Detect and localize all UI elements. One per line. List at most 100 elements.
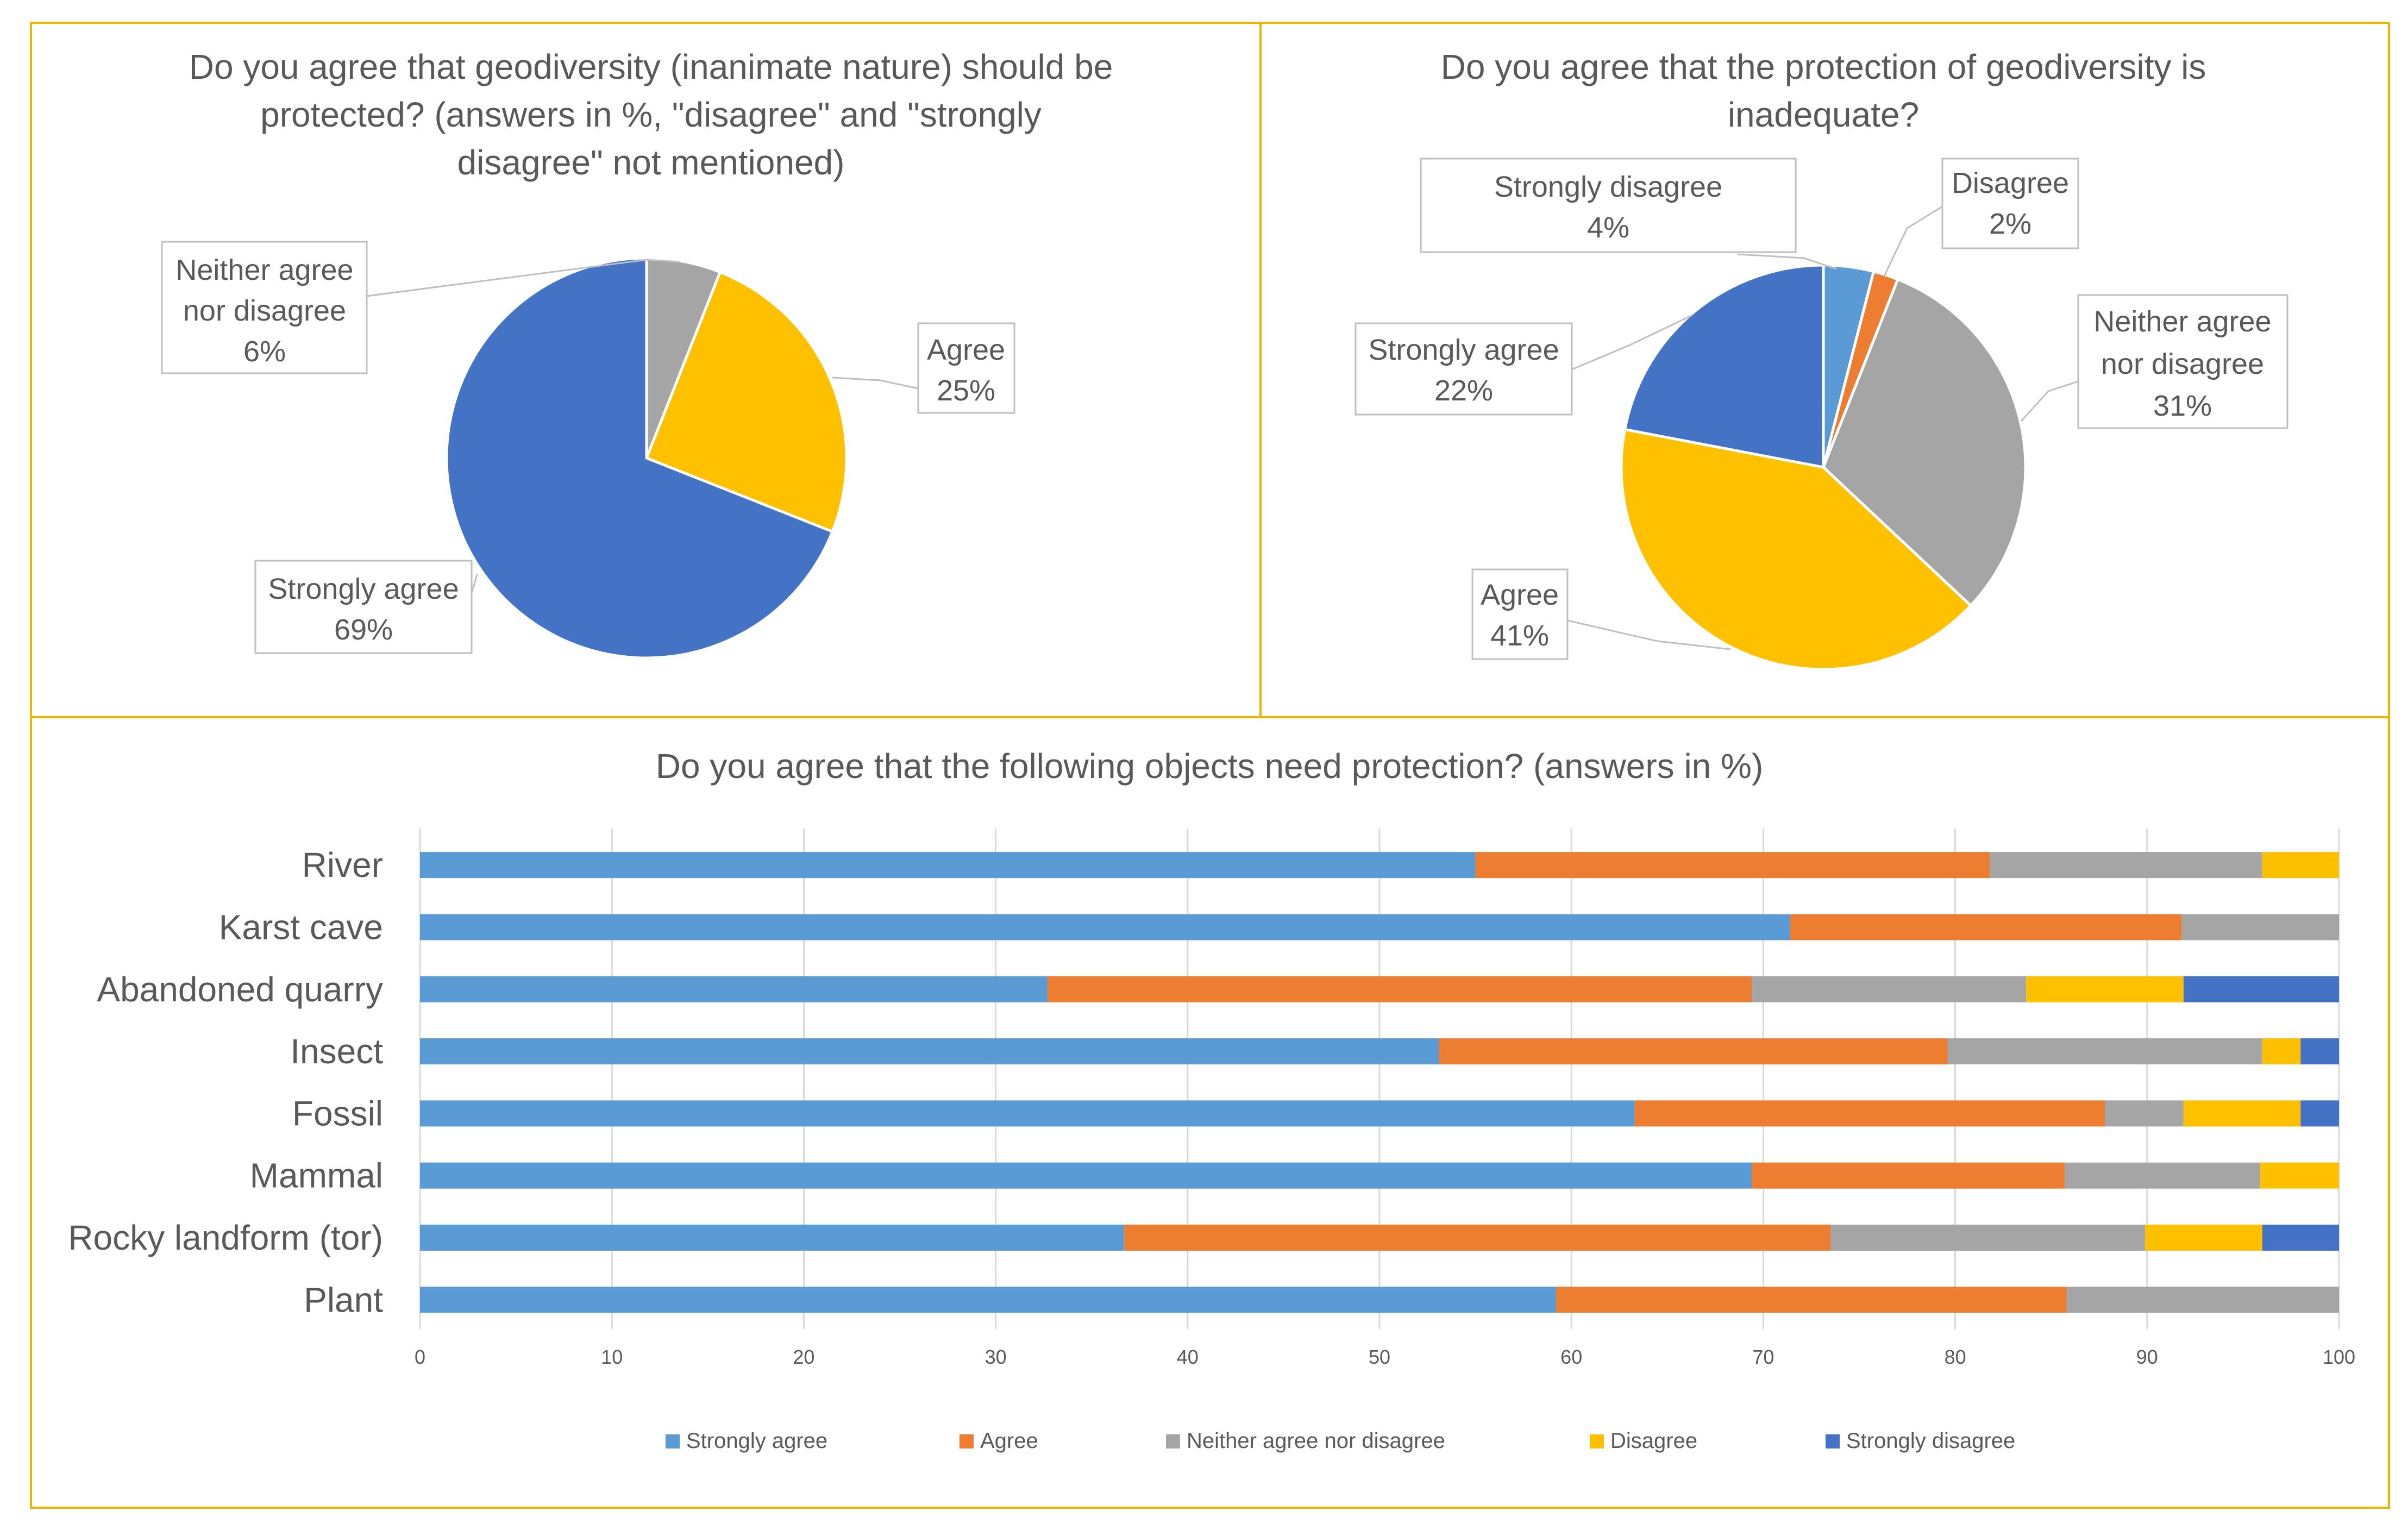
pie1-title-line-3: disagree" not mentioned) bbox=[457, 143, 845, 182]
pie1-label-agree-value: 25% bbox=[937, 374, 995, 407]
pie-chart-geodiversity-protection: Do you agree that geodiversity (inanimat… bbox=[161, 47, 1113, 660]
pie2-labels: Strongly disagree 4% Disagree 2% Neither… bbox=[1354, 158, 2288, 660]
pie2-slice-agree bbox=[1620, 428, 1973, 671]
panel-frames bbox=[30, 22, 2390, 1509]
bar-segment-insect-strongly-disagree bbox=[2300, 1038, 2339, 1065]
bar-segment-insect-disagree bbox=[2262, 1038, 2301, 1065]
bar-x-tick-70: 70 bbox=[1752, 1346, 1774, 1368]
bar-category-insect: Insect bbox=[290, 1032, 383, 1071]
bar-category-river: River bbox=[302, 845, 383, 885]
pie2-label-strongly-disagree-value: 4% bbox=[1587, 211, 1629, 244]
bar-segment-karst-cave-neither-agree-nor-disagree bbox=[2181, 914, 2339, 940]
pie1-label-box-strongly-agree bbox=[254, 560, 473, 654]
bar-category-labels: River Karst cave Abandoned quarry Insect Fos… bbox=[68, 845, 383, 1319]
bar-segment-rocky-landform-tor-strongly-disagree bbox=[2262, 1224, 2339, 1251]
bar-segment-fossil-strongly-agree bbox=[420, 1100, 1635, 1127]
bar-segment-plant-strongly-agree bbox=[420, 1287, 1556, 1313]
legend-swatch-neither-agree-nor-disagree bbox=[1166, 1434, 1180, 1449]
pie2-leader-agree bbox=[1567, 619, 1731, 650]
bar-x-tick-100: 100 bbox=[2323, 1346, 2355, 1368]
bar-segment-insect-neither-agree-nor-disagree bbox=[1947, 1038, 2262, 1065]
pie1-label-neither-line-1: Neither agree bbox=[175, 254, 353, 286]
legend-label-disagree: Disagree bbox=[1610, 1429, 1697, 1453]
pie1-title-line-2: protected? (answers in %, "disagree" and… bbox=[260, 95, 1042, 134]
pie2-label-agree-value: 41% bbox=[1490, 619, 1549, 652]
bar-chart-title: Do you agree that the following objects … bbox=[656, 747, 1764, 786]
bar-x-tick-60: 60 bbox=[1560, 1346, 1582, 1368]
pie2-label-box-strongly-agree bbox=[1354, 322, 1573, 416]
bar-x-tick-40: 40 bbox=[1177, 1346, 1199, 1368]
bar-segment-fossil-neither-agree-nor-disagree bbox=[2105, 1100, 2184, 1127]
pie2-label-neither-value: 31% bbox=[2153, 390, 2212, 422]
legend-label-strongly-agree: Strongly agree bbox=[686, 1429, 827, 1453]
pie-chart-protection-inadequate: Do you agree that the protection of geod… bbox=[1354, 47, 2288, 671]
bar-segment-abandoned-quarry-disagree bbox=[2026, 976, 2184, 1002]
pie2-label-disagree-value: 2% bbox=[1989, 208, 2031, 240]
pie2-label-box-strongly-disagree bbox=[1420, 158, 1797, 253]
legend-label-neither-agree-nor-disagree: Neither agree nor disagree bbox=[1187, 1429, 1445, 1453]
pie1-slice-agree bbox=[644, 270, 848, 534]
pie1-title-line-1: Do you agree that geodiversity (inanimat… bbox=[189, 47, 1113, 86]
bar-x-tick-10: 10 bbox=[601, 1346, 623, 1368]
bar-x-tick-90: 90 bbox=[2136, 1346, 2158, 1368]
bar-category-abandoned-quarry: Abandoned quarry bbox=[97, 970, 383, 1009]
bar-x-tick-30: 30 bbox=[985, 1346, 1007, 1368]
pie2-title-line-1: Do you agree that the protection of geod… bbox=[1441, 47, 2206, 86]
bar-segment-river-strongly-agree bbox=[420, 852, 1476, 879]
stacked-bar-chart-objects-protection: Do you agree that the following objects … bbox=[68, 747, 2355, 1453]
bar-segment-mammal-strongly-agree bbox=[420, 1162, 1752, 1189]
pie2-label-disagree-name: Disagree bbox=[1952, 167, 2069, 199]
legend-swatch-agree bbox=[960, 1434, 974, 1449]
bar-x-tick-0: 0 bbox=[415, 1346, 425, 1368]
pie1-label-agree-name: Agree bbox=[927, 334, 1005, 366]
bar-segment-river-agree bbox=[1475, 852, 1990, 879]
bar-segment-karst-cave-strongly-agree bbox=[420, 914, 1790, 940]
bar-segment-mammal-disagree bbox=[2260, 1162, 2339, 1189]
bar-x-tick-80: 80 bbox=[1945, 1346, 1966, 1368]
pie2-label-box-agree bbox=[1471, 568, 1569, 660]
pie1-label-neither-line-2: nor disagree bbox=[183, 294, 346, 327]
pie2-label-neither-line-2: nor disagree bbox=[2101, 348, 2264, 380]
bar-segment-rocky-landform-tor-strongly-agree bbox=[420, 1224, 1125, 1251]
pie1-leader-neither bbox=[366, 259, 680, 297]
bar-segment-mammal-agree bbox=[1752, 1162, 2065, 1189]
pie1-slice-strongly-agree bbox=[445, 256, 835, 660]
bar-legend: Strongly agree Agree Neither agree nor dis… bbox=[666, 1429, 2015, 1453]
bar-segments bbox=[420, 852, 2339, 1313]
pie1-label-neither-value: 6% bbox=[243, 335, 286, 368]
bar-segment-plant-neither-agree-nor-disagree bbox=[2066, 1287, 2339, 1313]
pie2-label-box-disagree bbox=[1941, 158, 2079, 249]
bar-gridlines bbox=[419, 829, 2340, 1329]
bar-segment-abandoned-quarry-neither-agree-nor-disagree bbox=[1752, 976, 2027, 1002]
legend-swatch-strongly-disagree bbox=[1826, 1434, 1840, 1449]
pie2-leader-strongly-agree bbox=[1571, 314, 1693, 371]
pie1-label-strongly-agree-value: 69% bbox=[334, 613, 393, 646]
bar-category-mammal: Mammal bbox=[250, 1156, 383, 1195]
bar-segment-fossil-strongly-disagree bbox=[2300, 1100, 2339, 1127]
bar-segment-plant-agree bbox=[1556, 1287, 2067, 1313]
pie2-slice-neither-agree-nor-disagree bbox=[1822, 277, 2027, 608]
pie1-label-box-agree bbox=[917, 322, 1015, 414]
pie2-label-neither-line-1: Neither agree bbox=[2093, 305, 2271, 338]
bar-category-fossil: Fossil bbox=[292, 1094, 383, 1133]
pie2-title-line-2: inadequate? bbox=[1728, 95, 1919, 134]
pie1-slices bbox=[445, 256, 848, 660]
bar-segment-rocky-landform-tor-agree bbox=[1124, 1224, 1831, 1251]
bar-x-tick-20: 20 bbox=[793, 1346, 814, 1368]
pie2-label-strongly-disagree-name: Strongly disagree bbox=[1494, 171, 1722, 203]
bar-segment-river-disagree bbox=[2262, 852, 2339, 879]
pie1-label-strongly-agree-name: Strongly agree bbox=[268, 573, 459, 605]
bar-segment-insect-strongly-agree bbox=[420, 1038, 1439, 1065]
pie1-leader-agree bbox=[832, 377, 919, 390]
pie1-label-box-neither bbox=[161, 241, 368, 374]
pie1-leader-strongly-agree bbox=[471, 574, 478, 594]
pie2-label-box-neither bbox=[2077, 294, 2288, 429]
legend-swatch-disagree bbox=[1590, 1434, 1604, 1449]
bar-category-karst-cave: Karst cave bbox=[219, 907, 383, 946]
bar-category-rocky-landform-tor: Rocky landform (tor) bbox=[68, 1218, 383, 1257]
bar-segment-abandoned-quarry-strongly-agree bbox=[420, 976, 1048, 1002]
legend-label-strongly-disagree: Strongly disagree bbox=[1846, 1429, 2015, 1453]
bar-segment-abandoned-quarry-strongly-disagree bbox=[2183, 976, 2339, 1002]
pie2-slices bbox=[1620, 264, 2027, 671]
bar-segment-rocky-landform-tor-neither-agree-nor-disagree bbox=[1830, 1224, 2146, 1251]
